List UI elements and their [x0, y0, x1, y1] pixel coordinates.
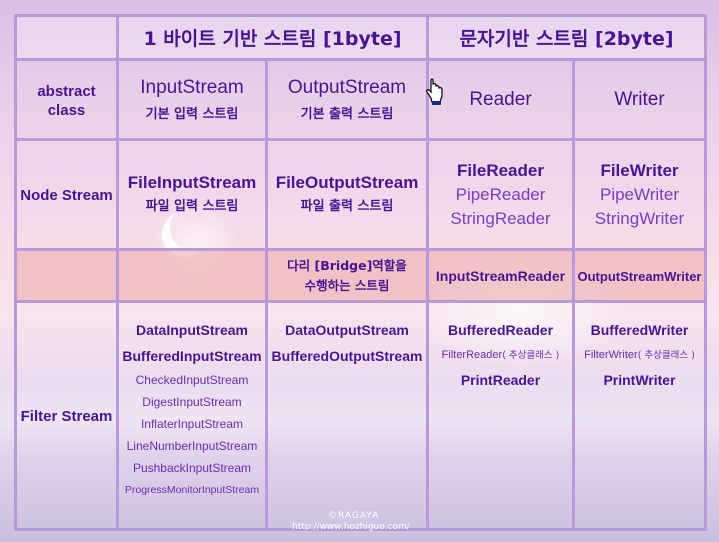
cell-outputstream: OutputStream 기본 출력 스트림: [265, 58, 429, 141]
bridge-empty-cell: [14, 248, 119, 303]
cell-writer: Writer: [571, 58, 708, 141]
filter-stream-row: Filter Stream DataInputStream BufferedIn…: [14, 300, 708, 531]
abstract-class-row: abstract class InputStream 기본 입력 스트림 Out…: [14, 58, 708, 141]
watermark-url: http://www.hozhiguo.com/: [292, 522, 410, 532]
cell-inputstream: InputStream 기본 입력 스트림: [116, 58, 268, 141]
row-header-node: Node Stream: [14, 138, 119, 251]
cell-outputstreamwriter: OutputStreamWriter: [571, 248, 708, 303]
row-header-filter: Filter Stream: [14, 300, 119, 531]
bridge-row: 다리 [Bridge]역할을 수행하는 스트림 InputStreamReade…: [14, 248, 708, 303]
hand-pointer-cursor-icon: [426, 78, 443, 105]
byte-stream-header: 1 바이트 기반 스트림 [1byte]: [116, 14, 429, 61]
char-stream-header: 문자기반 스트림 [2byte]: [425, 14, 708, 61]
cell-filter-outputs: DataOutputStream BufferedOutputStream: [265, 300, 429, 531]
row-header-abstract: abstract class: [14, 58, 119, 141]
header-row: 1 바이트 기반 스트림 [1byte] 문자기반 스트림 [2byte]: [14, 14, 708, 61]
bridge-description: 다리 [Bridge]역할을 수행하는 스트림: [265, 248, 429, 303]
watermark-credit: ©RAGAYA: [328, 511, 380, 521]
stream-class-table: 1 바이트 기반 스트림 [1byte] 문자기반 스트림 [2byte] ab…: [14, 14, 708, 531]
bridge-empty-cell: [116, 248, 268, 303]
cell-filter-writers: BufferedWriter FilterWriter( 추상클래스 ) Pri…: [571, 300, 708, 531]
cell-fileinputstream: FileInputStream 파일 입력 스트림: [116, 138, 268, 251]
cell-filter-readers: BufferedReader FilterReader( 추상클래스 ) Pri…: [426, 300, 575, 531]
node-stream-row: Node Stream FileInputStream 파일 입력 스트림 Fi…: [14, 138, 708, 251]
cell-node-readers: FileReader PipeReader StringReader: [426, 138, 575, 251]
cell-inputstreamreader: InputStreamReader: [426, 248, 575, 303]
cell-fileoutputstream: FileOutputStream 파일 출력 스트림: [265, 138, 429, 251]
cell-reader: Reader: [426, 58, 575, 141]
corner-cell: [14, 14, 119, 61]
cell-node-writers: FileWriter PipeWriter StringWriter: [571, 138, 708, 251]
cell-filter-inputs: DataInputStream BufferedInputStream Chec…: [116, 300, 268, 531]
